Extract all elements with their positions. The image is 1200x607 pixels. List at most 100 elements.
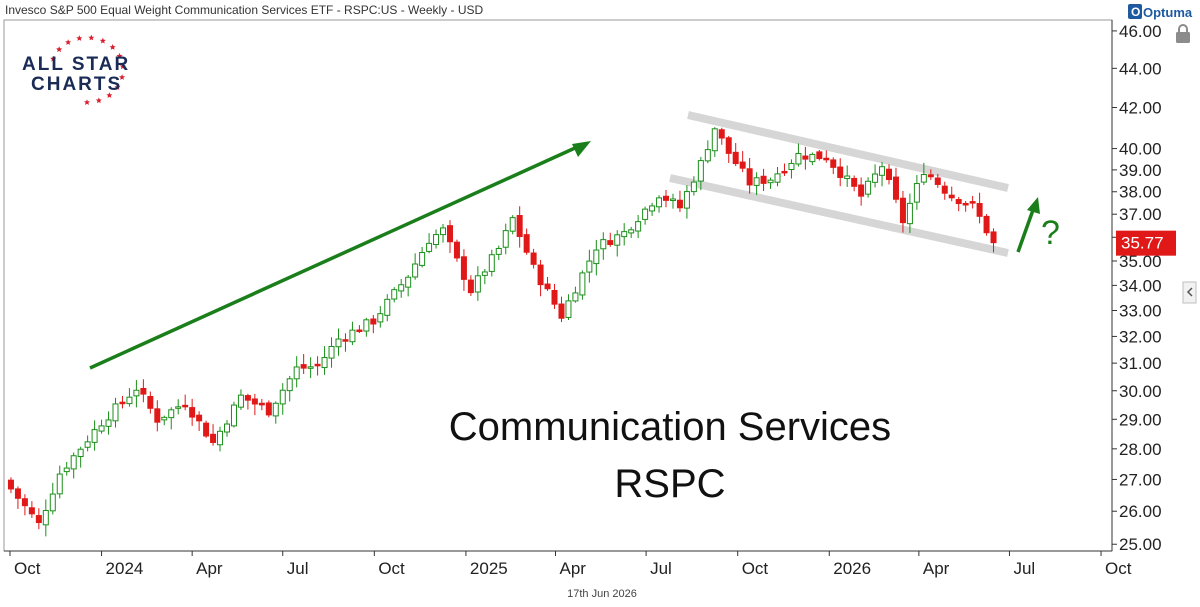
candle-body [530,252,537,265]
candle [147,391,154,414]
candle-body [251,398,258,405]
candle-body [899,197,906,224]
candle-body [446,225,453,243]
y-tick-label: 37.00 [1119,205,1162,224]
candle [516,206,523,248]
candle [983,214,990,236]
candle [781,163,788,176]
candle [14,486,21,509]
logo-star-icon [109,44,116,50]
optuma-logo: O Optuma [1128,4,1193,20]
candle [913,174,920,210]
y-tick-label: 38.00 [1119,183,1162,202]
y-tick-label: 27.00 [1119,470,1162,489]
candle [934,173,941,188]
candle-body [140,387,147,395]
candle [405,274,412,297]
x-tick-label: Oct [742,559,769,578]
candle [593,239,600,276]
logo-star-icon [116,52,123,59]
candle [837,158,844,187]
logo-star-icon [56,46,63,53]
candle [851,175,858,192]
candle-body [7,479,14,490]
logo-star-icon [119,63,126,70]
candle [649,202,656,216]
candle [28,501,35,518]
candle-body [572,292,579,302]
candle [830,157,837,175]
candle [196,411,203,431]
candle-body [892,176,899,200]
candle-body [28,507,35,515]
candle [49,482,56,515]
candle [802,146,809,170]
candle-body [586,260,593,273]
y-tick-label: 32.00 [1119,327,1162,346]
candle-body [976,203,983,217]
candle-body [105,419,112,427]
lock-icon[interactable] [1176,24,1190,43]
collapse-handle-icon[interactable] [1182,281,1197,304]
plot-frame [3,19,1113,552]
candle [63,461,70,476]
candle [920,162,927,185]
candle-body [683,191,690,209]
candle-body [133,389,140,397]
candle [230,401,237,428]
candle [98,419,105,434]
candle-body [886,168,893,181]
candle [642,206,649,225]
candle [899,190,906,233]
candle-body [189,407,196,418]
candle [704,140,711,164]
candle [600,232,607,260]
candle [537,259,544,297]
candle-body [147,396,154,409]
candle [892,167,899,204]
candle [614,230,621,257]
candle [544,276,551,291]
candle [565,294,572,321]
candle [328,337,335,368]
candle [300,354,307,375]
candle [976,192,983,224]
candle-body [969,201,976,204]
candle [509,215,516,235]
candle [84,435,91,452]
candle-body [272,402,279,417]
y-tick-label: 33.00 [1119,302,1162,321]
candle [35,508,42,530]
candle [586,249,593,283]
candle-body [593,249,600,265]
candle-body [537,264,544,286]
candle [621,223,628,246]
candle-body [739,161,746,169]
candle-body [84,441,91,448]
candle-body [941,185,948,194]
candle [669,193,676,209]
candle-body [286,378,293,392]
candle-body [844,175,851,179]
candle-body [948,194,955,199]
candle [886,164,893,185]
candle-body [161,416,168,421]
candle [293,356,300,388]
candle [446,220,453,254]
candle [732,142,739,167]
logo-star-icon [88,34,95,41]
optuma-label: Optuma [1143,5,1193,20]
candle [42,499,49,537]
candle [844,165,851,187]
candle-body [14,488,21,499]
candle [412,253,419,280]
candle-body [154,408,161,423]
candle [335,328,342,356]
x-tick-label: Oct [1105,559,1132,578]
candle [56,465,63,499]
candle [307,357,314,379]
candle-body [558,303,565,319]
candle-body [244,395,251,401]
candle-body [927,174,934,178]
candle-body [98,425,105,432]
